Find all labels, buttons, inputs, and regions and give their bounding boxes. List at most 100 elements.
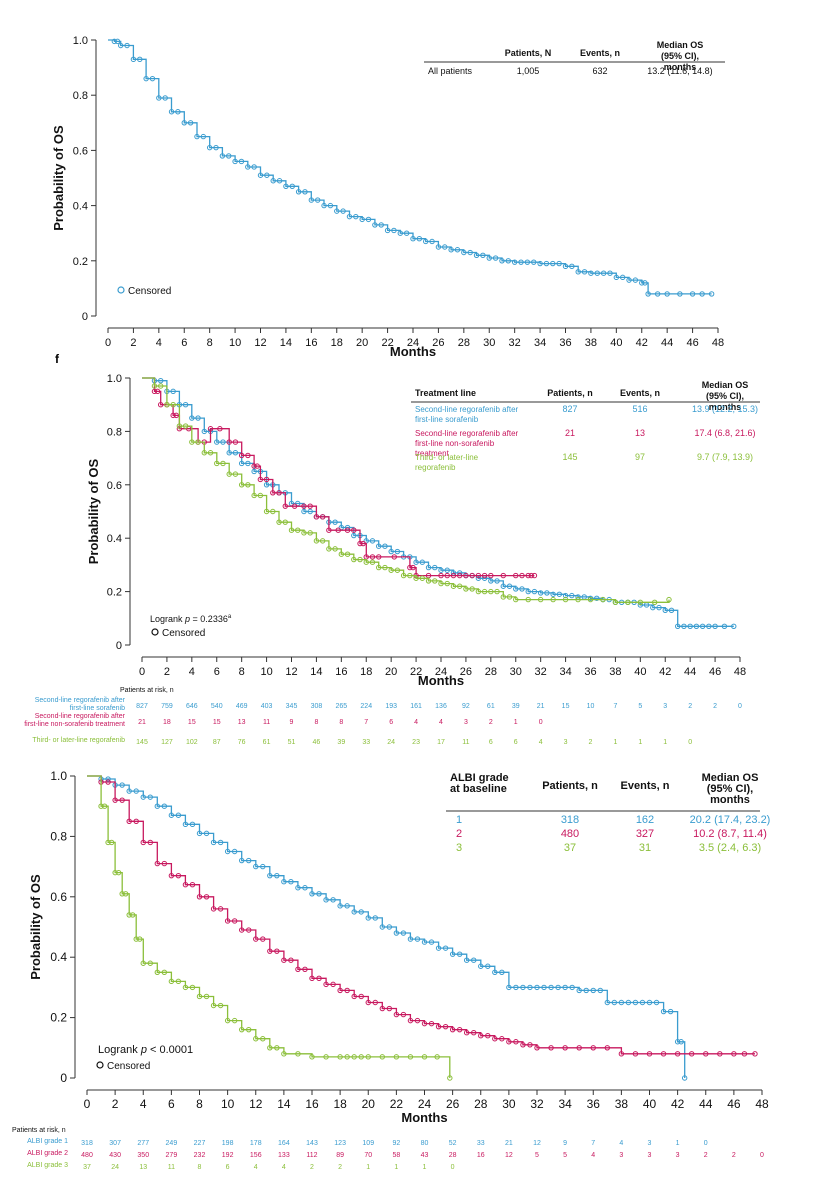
chart-treatment-line: 00.20.40.60.81.00 2 4 6 8 10 12 14 16 18 20 22 24 26 2… xyxy=(24,373,760,746)
x-tick-label: 38 xyxy=(609,666,621,678)
censor-mark xyxy=(369,554,376,560)
censor-mark xyxy=(650,604,656,611)
km-curve-1 xyxy=(108,39,712,295)
censor-mark xyxy=(130,56,137,63)
x-tick-label: 2 xyxy=(130,337,136,349)
x-tick-label: 36 xyxy=(584,666,596,678)
censor-mark xyxy=(154,388,161,395)
at-risk-value: 318 xyxy=(81,1140,93,1147)
at-risk-value: 61 xyxy=(487,703,495,710)
censor-mark xyxy=(473,252,480,258)
censor-mark xyxy=(245,482,251,488)
censor-mark xyxy=(119,797,125,803)
censor-mark xyxy=(219,153,226,159)
censor-mark xyxy=(604,999,611,1006)
censor-mark xyxy=(210,839,217,846)
censor-mark xyxy=(351,993,357,1000)
censor-mark xyxy=(388,548,394,555)
censor-mark xyxy=(251,164,257,170)
censor-mark xyxy=(639,999,646,1006)
censor-mark xyxy=(182,402,189,408)
censor-mark xyxy=(260,936,266,942)
censor-mark xyxy=(323,981,329,988)
censor-mark xyxy=(456,572,463,579)
at-risk-value: 24 xyxy=(111,1164,119,1171)
x-tick-label: 6 xyxy=(181,337,187,349)
censor-mark xyxy=(518,259,524,265)
censor-mark xyxy=(365,1054,371,1060)
censor-mark xyxy=(330,897,336,903)
censor-mark xyxy=(478,1033,484,1039)
at-risk-value: 2 xyxy=(310,1164,314,1171)
censor-mark xyxy=(363,559,369,565)
censor-mark xyxy=(537,260,543,267)
censor-mark xyxy=(154,860,161,867)
y-tick-label: 0.2 xyxy=(107,587,122,599)
censor-mark xyxy=(438,580,444,587)
censor-mark xyxy=(506,1039,512,1045)
at-risk-value: 7 xyxy=(591,1140,595,1147)
table-cell: 516 xyxy=(632,404,647,414)
censor-mark xyxy=(182,423,189,429)
censor-mark xyxy=(587,596,594,603)
censor-mark xyxy=(590,1045,596,1051)
censor-mark xyxy=(295,885,301,891)
y-tick-label: 0.4 xyxy=(73,201,88,213)
censor-mark xyxy=(372,222,378,228)
at-risk-value: 33 xyxy=(362,739,370,746)
y-tick-label: 0.2 xyxy=(73,256,88,268)
censor-mark xyxy=(358,993,364,1000)
censor-mark xyxy=(664,291,670,297)
at-risk-label: first-line sorafenib xyxy=(70,705,125,712)
censor-mark xyxy=(260,863,266,870)
censor-mark xyxy=(488,572,494,579)
censor-mark xyxy=(130,912,136,918)
at-risk-value: 51 xyxy=(288,739,296,746)
censor-mark xyxy=(613,274,620,281)
censor-mark xyxy=(182,821,189,828)
at-risk-value: 540 xyxy=(211,703,223,710)
table-cell: 97 xyxy=(635,452,645,462)
censor-mark xyxy=(281,957,287,963)
x-tick-label: 42 xyxy=(659,666,671,678)
table-cell: 3.5 (2.4, 6.3) xyxy=(699,842,761,854)
censor-mark xyxy=(196,830,203,837)
x-tick-label: 4 xyxy=(156,337,162,349)
censor-mark xyxy=(157,402,164,408)
censor-mark xyxy=(119,891,125,897)
censor-mark xyxy=(118,42,124,49)
censor-mark xyxy=(712,623,718,630)
censor-mark xyxy=(494,578,500,584)
censor-mark xyxy=(133,936,139,942)
table-cell: 145 xyxy=(562,452,577,462)
censor-mark xyxy=(351,1054,357,1060)
censor-mark xyxy=(337,903,343,909)
censor-mark xyxy=(337,1054,343,1060)
censor-mark xyxy=(170,402,176,408)
censor-mark xyxy=(351,556,357,563)
censor-mark xyxy=(168,872,175,879)
table-header: Patients, N xyxy=(505,48,552,58)
censor-mark xyxy=(444,567,450,573)
censor-mark xyxy=(147,960,153,966)
at-risk-value: 4 xyxy=(414,719,418,726)
censor-mark xyxy=(625,599,631,605)
at-risk-value: 46 xyxy=(313,739,321,746)
censor-mark xyxy=(413,559,419,565)
y-axis-label: Probability of OS xyxy=(86,458,101,564)
censor-mark xyxy=(492,1036,498,1042)
chart-all-patients: 00.20.40.60.81.00 2 4 6 8 10 12 14 16 18 20 22 24 26 2… xyxy=(51,35,725,359)
censor-mark xyxy=(251,468,257,475)
censor-mark xyxy=(499,1036,505,1042)
censor-mark xyxy=(270,508,276,515)
at-risk-value: 15 xyxy=(188,719,196,726)
censor-mark xyxy=(309,1054,315,1060)
x-tick-label: 38 xyxy=(585,337,597,349)
at-risk-value: 0 xyxy=(539,719,543,726)
censor-mark xyxy=(471,957,477,963)
at-risk-value: 9 xyxy=(563,1140,567,1147)
at-risk-label: Second-line regorafenib after xyxy=(35,713,126,720)
censor-mark xyxy=(520,1042,526,1048)
censor-mark xyxy=(224,918,231,924)
censor-mark xyxy=(550,591,556,597)
